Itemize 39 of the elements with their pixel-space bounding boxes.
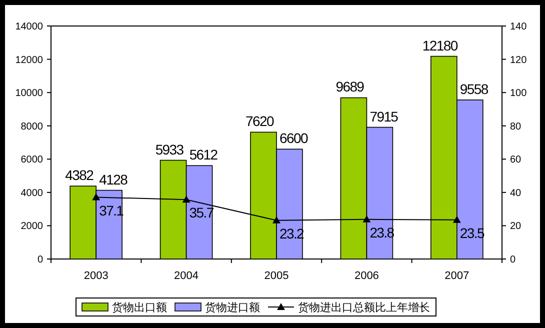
point [362, 215, 371, 222]
data-label: 4382 [65, 167, 94, 184]
data-label: 5612 [189, 146, 218, 163]
y-tick-label: 2000 [20, 221, 44, 232]
y-tick-label: 6000 [20, 154, 44, 166]
y-tick-label: 12000 [15, 54, 44, 66]
legend-label: 货物出口额 [112, 301, 167, 314]
data-label: 9689 [336, 78, 365, 95]
x-tick-label: 2007 [444, 270, 470, 282]
point [182, 196, 190, 203]
x-tick-label: 2004 [174, 270, 199, 282]
point [272, 216, 280, 224]
x-tick-label: 2003 [84, 270, 108, 282]
y2-tick-label: 20 [510, 221, 522, 232]
y2-tick-label: 60 [510, 154, 522, 166]
y2-tick-label: 80 [510, 121, 522, 132]
data-label: 9558 [460, 80, 489, 97]
data-label: 12180 [422, 37, 458, 54]
y-tick-label: 8000 [20, 121, 44, 132]
legend-label: 货物进出口总额比上年增长 [298, 301, 430, 314]
y-tick-label: 0 [37, 254, 44, 266]
legend-label: 货物进口额 [205, 301, 260, 314]
y-tick-label: 14000 [15, 22, 44, 32]
y-tick-label: 10000 [15, 88, 44, 100]
x-tick-label: 2006 [354, 270, 379, 282]
y-tick-label: 4000 [20, 188, 44, 199]
y2-tick-label: 40 [510, 188, 522, 199]
y2-tick-label: 120 [510, 54, 528, 66]
data-label: 7915 [370, 108, 399, 124]
point [92, 193, 100, 200]
x-tick-label: 2005 [264, 270, 289, 282]
y2-tick-label: 140 [510, 22, 528, 32]
y2-tick-label: 100 [510, 88, 528, 100]
data-label: 5933 [155, 141, 184, 158]
data-label: 6600 [280, 130, 308, 146]
point [452, 216, 461, 223]
data-label: 4128 [99, 171, 128, 188]
y2-tick-label: 0 [510, 254, 516, 266]
data-label: 7620 [246, 113, 274, 130]
